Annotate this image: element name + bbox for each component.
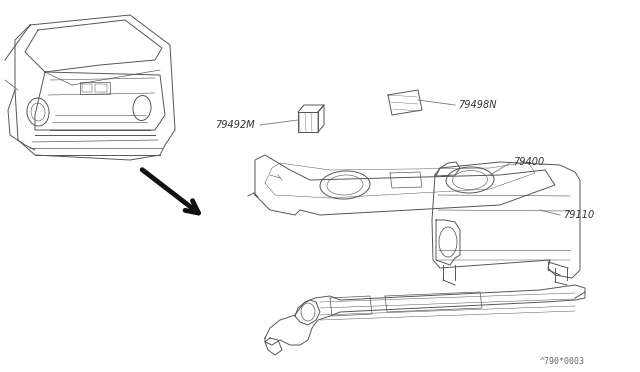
Bar: [80, 82, 110, 94]
Text: 79400: 79400: [513, 157, 544, 167]
Text: ^790*0003: ^790*0003: [540, 357, 585, 366]
Text: 79498N: 79498N: [458, 100, 497, 110]
Text: 79110: 79110: [563, 210, 595, 220]
Bar: [95, 84, 107, 92]
Bar: [82, 84, 92, 92]
Text: 79492M: 79492M: [215, 120, 255, 130]
